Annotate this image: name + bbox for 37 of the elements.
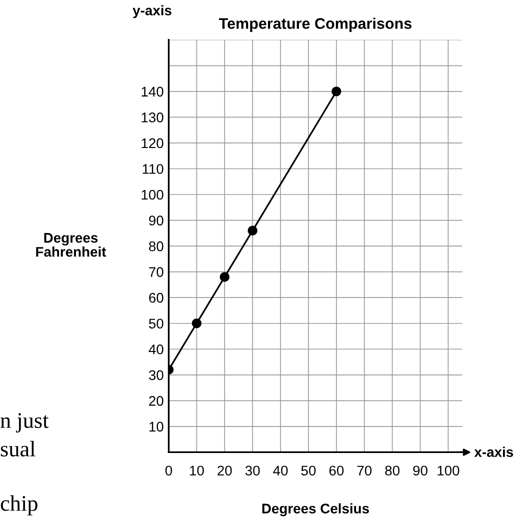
point bbox=[220, 272, 230, 282]
x-tick-label: 20 bbox=[218, 466, 232, 476]
x-tick-label: 80 bbox=[385, 466, 400, 476]
y-tick-label: 70 bbox=[149, 267, 164, 277]
y-tick-label: 130 bbox=[142, 112, 164, 122]
chart-title: Temperature Comparisons bbox=[218, 18, 412, 32]
y-tick-label: 120 bbox=[142, 138, 164, 148]
y-tick-label: 90 bbox=[149, 216, 164, 226]
y-tick-label: 100 bbox=[142, 190, 164, 200]
point bbox=[332, 86, 342, 96]
x-axis-title: Degrees Celsius bbox=[262, 503, 369, 516]
x-tick-label: 30 bbox=[245, 466, 260, 476]
y-tick-label: 50 bbox=[148, 318, 164, 329]
text: sual bbox=[0, 440, 36, 457]
y-tick-label: 80 bbox=[149, 241, 164, 252]
x-tick-label: 70 bbox=[357, 466, 372, 476]
text: chip bbox=[0, 495, 38, 516]
text: y-axis bbox=[132, 5, 172, 18]
point bbox=[192, 318, 202, 328]
x-tick-label: 10 bbox=[190, 466, 204, 476]
x-tick-label: 0 bbox=[165, 466, 172, 476]
y-axis-title: Degrees Fahrenheit bbox=[36, 233, 106, 257]
y-tick-label: 140 bbox=[142, 86, 164, 97]
y-tick-label: 10 bbox=[149, 422, 164, 432]
y-tick-label: 20 bbox=[149, 396, 164, 406]
y-tick-label: 110 bbox=[142, 164, 164, 174]
y-tick-label: 30 bbox=[148, 370, 164, 380]
text: x-axis bbox=[474, 446, 514, 457]
x-tick-label: 40 bbox=[273, 466, 288, 476]
x-tick-label: 60 bbox=[329, 466, 344, 476]
x-tick-label: 50 bbox=[301, 466, 316, 476]
point bbox=[248, 226, 258, 236]
y-tick-label: 60 bbox=[149, 292, 164, 303]
x-tick-label: 90 bbox=[413, 466, 428, 476]
text: n just bbox=[0, 413, 49, 433]
y-tick-label: 40 bbox=[148, 344, 164, 354]
x-tick-label: 100 bbox=[438, 466, 460, 476]
